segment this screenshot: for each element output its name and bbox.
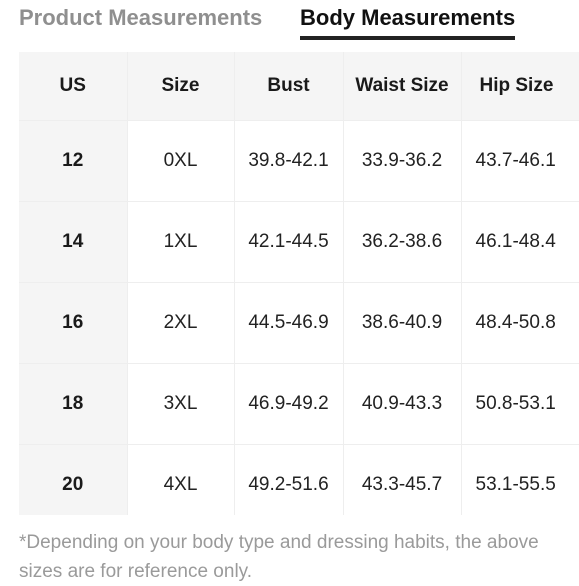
us-size-cell: 20 (19, 444, 128, 515)
measurement-tabs: Product Measurements Body Measurements (0, 0, 579, 44)
hip-cell: 48.4-50.8 (461, 282, 579, 364)
active-tab-indicator (300, 36, 515, 40)
bust-cell: 39.8-42.1 (234, 120, 344, 202)
tab-product-measurements[interactable]: Product Measurements (19, 5, 263, 30)
tab-body-measurements[interactable]: Body Measurements (300, 5, 516, 30)
us-size-cell: 14 (19, 201, 128, 283)
header-waist-size: Waist Size (343, 52, 462, 121)
table-row: 16 2XL 44.5-46.9 38.6-40.9 48.4-50.8 (19, 282, 579, 364)
table-row: 20 4XL 49.2-51.6 43.3-45.7 53.1-55.5 (19, 444, 579, 515)
waist-cell: 40.9-43.3 (343, 363, 462, 445)
us-size-cell: 18 (19, 363, 128, 445)
header-hip-size: Hip Size (461, 52, 579, 121)
header-bust: Bust (234, 52, 344, 121)
table-row: 18 3XL 46.9-49.2 40.9-43.3 50.8-53.1 (19, 363, 579, 445)
bust-cell: 46.9-49.2 (234, 363, 344, 445)
size-cell: 4XL (127, 444, 235, 515)
table-row: 12 0XL 39.8-42.1 33.9-36.2 43.7-46.1 (19, 120, 579, 202)
table-row: 14 1XL 42.1-44.5 36.2-38.6 46.1-48.4 (19, 201, 579, 283)
hip-cell: 50.8-53.1 (461, 363, 579, 445)
waist-cell: 36.2-38.6 (343, 201, 462, 283)
size-disclaimer-note: *Depending on your body type and dressin… (19, 532, 539, 582)
bust-cell: 49.2-51.6 (234, 444, 344, 515)
size-cell: 2XL (127, 282, 235, 364)
size-cell: 3XL (127, 363, 235, 445)
bust-cell: 44.5-46.9 (234, 282, 344, 364)
hip-cell: 53.1-55.5 (461, 444, 579, 515)
size-chart-table: US Size Bust Waist Size Hip Size 12 0XL … (19, 52, 579, 515)
size-cell: 0XL (127, 120, 235, 202)
waist-cell: 43.3-45.7 (343, 444, 462, 515)
size-table-container[interactable]: US Size Bust Waist Size Hip Size 12 0XL … (19, 52, 579, 515)
header-us: US (19, 52, 128, 121)
table-header-row: US Size Bust Waist Size Hip Size (19, 52, 579, 121)
hip-cell: 46.1-48.4 (461, 201, 579, 283)
waist-cell: 33.9-36.2 (343, 120, 462, 202)
size-cell: 1XL (127, 201, 235, 283)
us-size-cell: 16 (19, 282, 128, 364)
bust-cell: 42.1-44.5 (234, 201, 344, 283)
hip-cell: 43.7-46.1 (461, 120, 579, 202)
us-size-cell: 12 (19, 120, 128, 202)
header-size: Size (127, 52, 235, 121)
waist-cell: 38.6-40.9 (343, 282, 462, 364)
